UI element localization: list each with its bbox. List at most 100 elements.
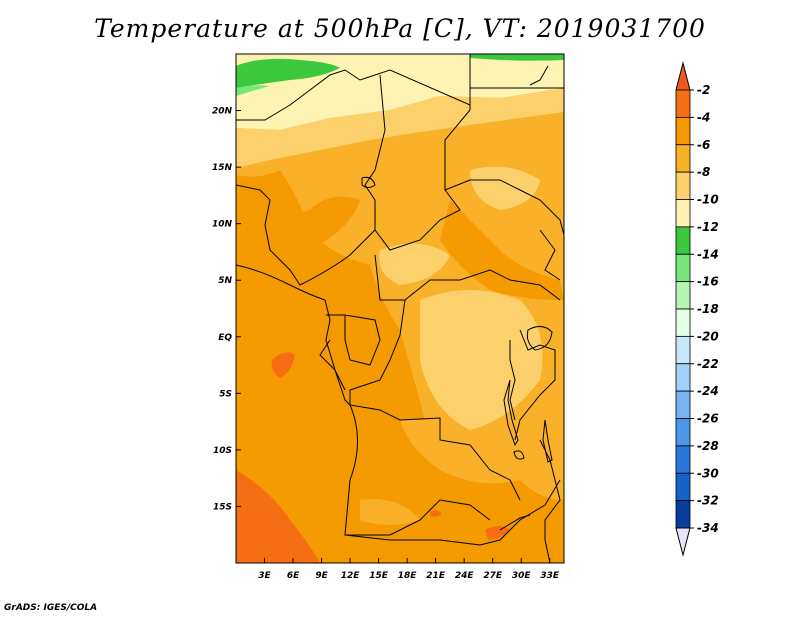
colorbar-swatch xyxy=(675,226,691,255)
lon-tick-label: 30E xyxy=(512,571,532,581)
border-line xyxy=(326,314,381,366)
lon-tick-label: 33E xyxy=(540,571,560,581)
colorbar-swatch xyxy=(675,500,691,529)
lat-tick-label: 10N xyxy=(212,220,233,230)
lon-tick-label: 9E xyxy=(315,571,328,581)
coastline xyxy=(324,299,351,406)
map-axes: 3E 6E 9E 12E 15E 18E 21E 24E 27E 30E 33E 20N 15N 10N 5… xyxy=(212,107,560,581)
lake-outline xyxy=(513,450,525,460)
lake-chad-outline xyxy=(361,176,376,188)
colorbar: -2 -4 -6 -8 -10 -12 -14 -16 -18 -20 -22 -24 -26 -28 -3… xyxy=(675,61,719,557)
lat-tick-label: 15S xyxy=(213,502,232,512)
border-line xyxy=(444,179,564,236)
border-line xyxy=(236,54,471,121)
border-line xyxy=(344,404,491,536)
map-frame xyxy=(235,53,565,564)
colorbar-level-label: -26 xyxy=(697,412,719,426)
border-line xyxy=(349,299,521,501)
field-band-14to16 xyxy=(236,85,270,96)
lat-tick-label: EQ xyxy=(218,333,232,343)
country-borders xyxy=(236,54,564,563)
lon-tick-label: 18E xyxy=(398,571,418,581)
lake-malawi-outline xyxy=(542,419,553,463)
field-patch-8to10 xyxy=(379,243,450,285)
field-patch-8to10 xyxy=(470,166,540,210)
border-line xyxy=(509,340,516,421)
colorbar-level-label: -20 xyxy=(697,329,719,343)
colorbar-swatch xyxy=(675,308,691,337)
colorbar-level-label: -32 xyxy=(697,494,719,508)
colorbar-top-arrow xyxy=(675,61,691,91)
field-patch-2to4 xyxy=(430,510,442,517)
colorbar-swatch xyxy=(675,445,691,474)
colorbar-level-label: -16 xyxy=(697,275,719,289)
colorbar-level-label: -22 xyxy=(697,357,719,371)
colorbar-level-label: -10 xyxy=(697,193,719,207)
colorbar-swatch xyxy=(675,363,691,392)
colorbar-swatch xyxy=(675,116,691,146)
colorbar-level-label: -2 xyxy=(697,83,710,97)
border-line xyxy=(514,329,556,441)
colorbar-swatch xyxy=(675,390,691,419)
colorbar-level-label: -6 xyxy=(697,138,710,152)
colorbar-swatch xyxy=(675,171,691,200)
field-band-4to6 xyxy=(236,196,360,270)
border-line xyxy=(374,254,561,301)
field-band-8to10 xyxy=(236,88,564,168)
border-line xyxy=(529,65,549,86)
lat-tick-label: 15N xyxy=(212,163,233,173)
lat-tick-label: 5N xyxy=(218,276,232,286)
colorbar-swatch xyxy=(675,418,691,447)
colorbar-bottom-arrow xyxy=(675,527,691,557)
lon-tick-label: 24E xyxy=(455,571,475,581)
field-patch-8to10 xyxy=(420,290,543,430)
lake-victoria-outline xyxy=(526,326,553,351)
field-patch-6to8 xyxy=(360,499,420,525)
border-line xyxy=(344,479,561,546)
border-line xyxy=(469,87,564,110)
colorbar-swatch xyxy=(675,472,691,502)
border-line xyxy=(299,229,376,286)
lat-tick-label: 20N xyxy=(212,107,233,117)
colorbar-level-label: -14 xyxy=(697,247,719,261)
colorbar-swatch xyxy=(675,144,691,173)
colorbar-level-label: -34 xyxy=(697,521,719,535)
lat-tick-label: 5S xyxy=(219,389,232,399)
border-line xyxy=(539,439,561,563)
colorbar-level-label: -12 xyxy=(697,220,719,234)
lon-tick-label: 12E xyxy=(341,571,361,581)
lon-tick-label: 15E xyxy=(369,571,389,581)
coastline xyxy=(236,264,326,301)
credit-label: GrADS: IGES/COLA xyxy=(4,603,98,613)
chart-title: Temperature at 500hPa [C], VT: 201903170… xyxy=(94,14,706,43)
field-band-4to6 xyxy=(440,200,564,300)
field-patch-2to4 xyxy=(271,352,295,378)
field-patch-6to8 xyxy=(400,419,520,484)
colorbar-level-label: -24 xyxy=(697,384,719,398)
lon-tick-label: 3E xyxy=(258,571,271,581)
colorbar-level-label: -4 xyxy=(697,110,710,124)
colorbar-swatch xyxy=(675,253,691,283)
border-line xyxy=(236,184,301,286)
lon-tick-label: 6E xyxy=(287,571,300,581)
colorbar-swatch xyxy=(675,335,691,365)
colorbar-swatch xyxy=(675,89,691,118)
field-band-4to6 xyxy=(236,170,564,563)
temperature-field xyxy=(236,54,564,563)
lat-tick-label: 10S xyxy=(213,446,232,456)
colorbar-level-label: -28 xyxy=(697,439,719,453)
lon-tick-label: 21E xyxy=(426,571,446,581)
border-line xyxy=(319,339,346,391)
lake-kariba-outline xyxy=(499,514,531,531)
lon-tick-label: 27E xyxy=(483,571,503,581)
field-band-2to4 xyxy=(236,470,320,563)
colorbar-swatch xyxy=(675,281,691,310)
colorbar-level-label: -8 xyxy=(697,165,710,179)
field-band-12to14 xyxy=(236,58,340,88)
field-band-12to14 xyxy=(470,54,564,61)
lake-tanganyika-outline xyxy=(503,379,519,447)
colorbar-level-label: -18 xyxy=(697,302,719,316)
colorbar-level-label: -30 xyxy=(697,466,719,480)
colorbar-swatch xyxy=(675,199,691,228)
